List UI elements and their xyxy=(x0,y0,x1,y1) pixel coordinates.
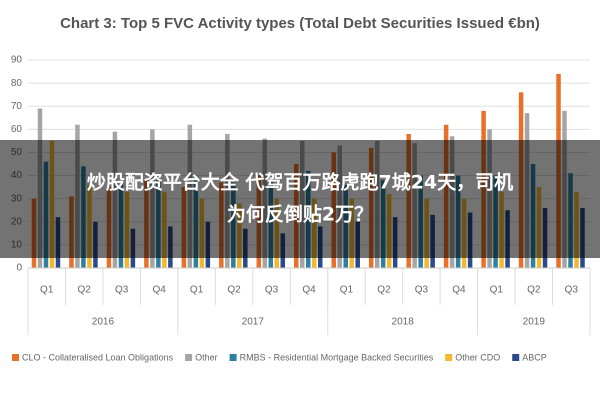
x-group-label: 2017 xyxy=(242,317,265,328)
x-tick-label: Q4 xyxy=(152,285,166,296)
legend-swatch xyxy=(229,354,237,361)
x-tick-label: Q3 xyxy=(265,285,279,296)
legend-swatch xyxy=(185,354,193,361)
x-tick-label: Q1 xyxy=(40,285,54,296)
x-tick-label: Q2 xyxy=(527,285,541,296)
banner-text: 炒股配资平台大全 代驾百万路虎跑7城24天，司机 xyxy=(87,171,513,194)
legend-label: Other CDO xyxy=(455,352,500,362)
x-tick-label: Q2 xyxy=(227,285,241,296)
x-tick-label: Q2 xyxy=(377,285,391,296)
x-tick-label: Q4 xyxy=(302,285,316,296)
x-tick-label: Q1 xyxy=(190,285,204,296)
legend-swatch xyxy=(445,354,453,361)
banner-background xyxy=(0,140,600,258)
y-tick-label: 70 xyxy=(11,101,23,112)
y-tick-label: 80 xyxy=(11,78,23,89)
x-tick-label: Q4 xyxy=(452,285,466,296)
x-tick-label: Q1 xyxy=(490,285,504,296)
legend-label: Other xyxy=(195,352,218,362)
x-group-label: 2018 xyxy=(392,317,415,328)
x-tick-label: Q3 xyxy=(415,285,429,296)
legend-swatch xyxy=(512,354,520,361)
x-tick-label: Q2 xyxy=(78,285,92,296)
y-tick-label: 90 xyxy=(11,55,23,66)
legend-swatch xyxy=(12,354,19,361)
legend-label: CLO - Collateralised Loan Obligations xyxy=(22,352,174,362)
legend-label: ABCP xyxy=(522,352,547,362)
x-tick-label: Q3 xyxy=(115,285,129,296)
x-group-label: 2019 xyxy=(523,317,546,328)
x-tick-label: Q3 xyxy=(565,285,579,296)
banner-text: 为何反倒贴2万？ xyxy=(227,203,373,226)
y-tick-label: 0 xyxy=(16,263,22,274)
chart-title: Chart 3: Top 5 FVC Activity types (Total… xyxy=(60,15,540,32)
x-tick-label: Q1 xyxy=(340,285,354,296)
y-tick-label: 60 xyxy=(11,124,23,135)
legend-label: RMBS - Residential Mortgage Backed Secur… xyxy=(240,352,434,362)
x-group-label: 2016 xyxy=(92,317,115,328)
